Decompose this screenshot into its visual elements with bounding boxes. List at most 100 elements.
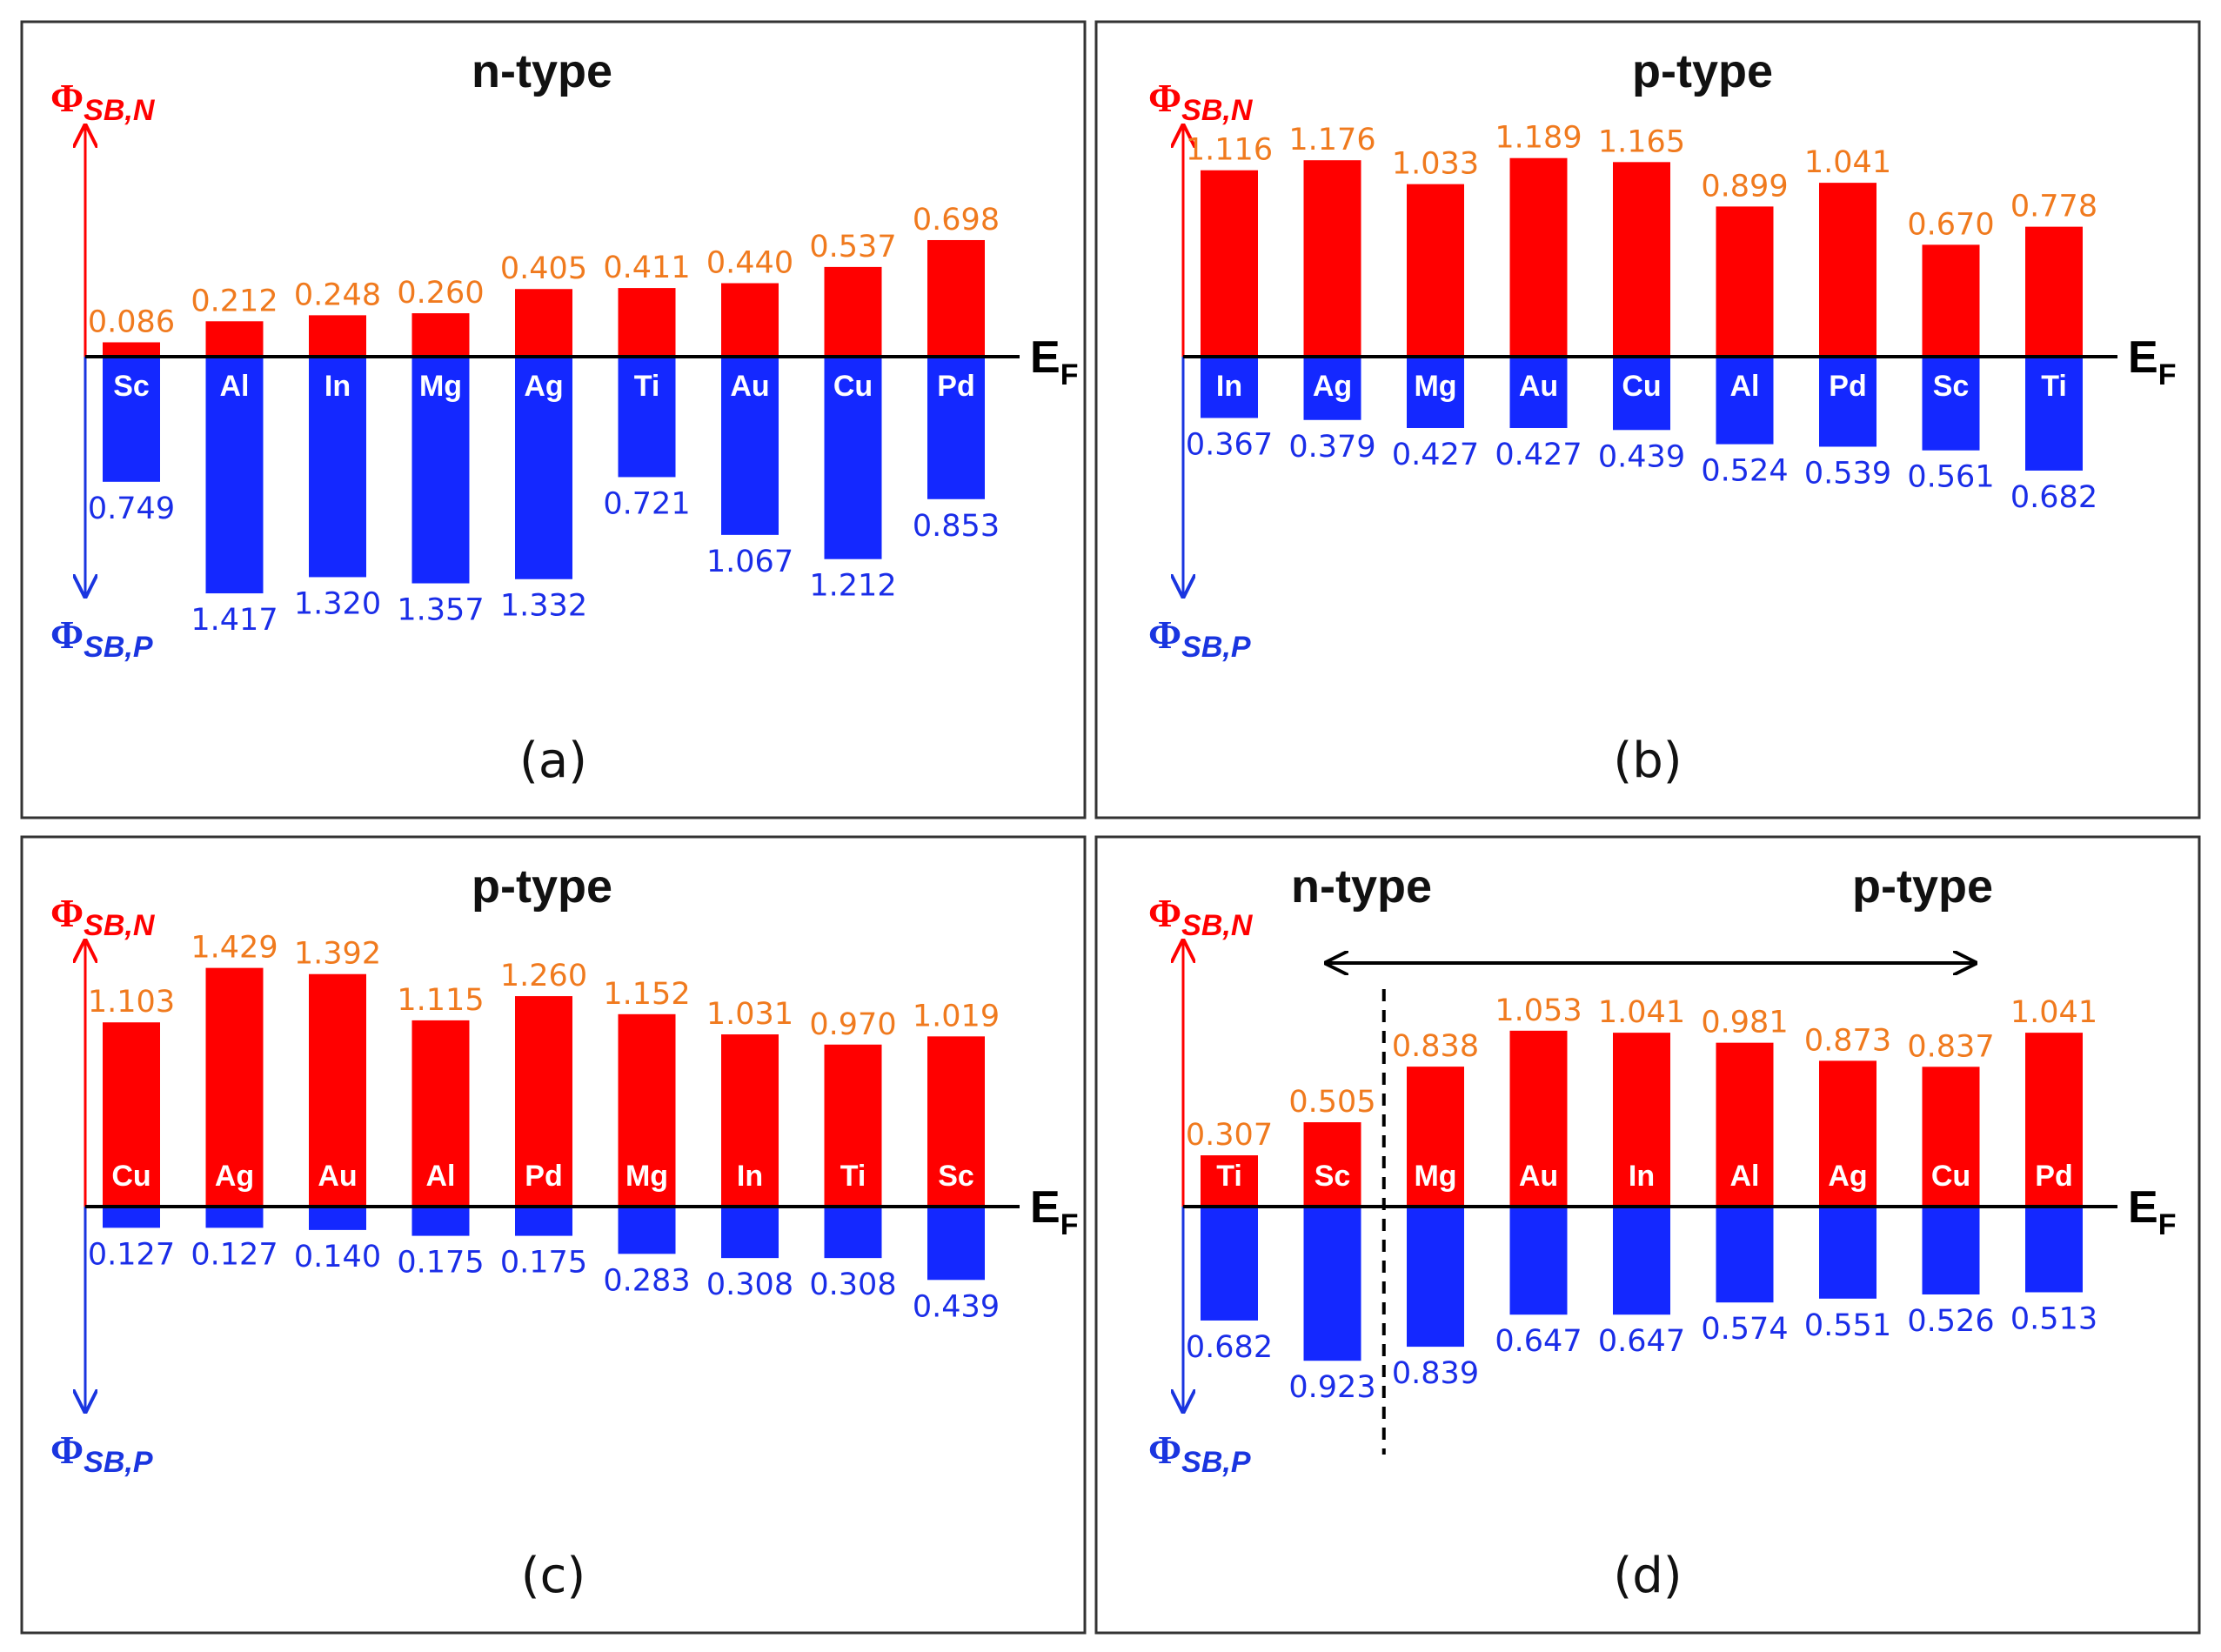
bar-phi-p-cu — [824, 357, 882, 559]
phi-sb-n-label: ΦSB,N — [1148, 891, 1254, 942]
metal-label-ag: Ag — [524, 370, 563, 403]
bar-phi-p-au — [721, 357, 779, 535]
bar-phi-p-ti — [824, 1207, 882, 1259]
bar-phi-n-mg — [411, 313, 470, 357]
bar-phi-p-sc — [927, 1207, 985, 1281]
metal-label-ag: Ag — [1828, 1160, 1867, 1193]
metal-label-ag: Ag — [215, 1160, 254, 1193]
metal-label-pd: Pd — [937, 370, 974, 403]
phi-sb-n-label: ΦSB,N — [50, 891, 156, 942]
phi-p-value-ag: 0.551 — [1804, 1308, 1891, 1343]
bar-phi-n-pd — [515, 996, 572, 1207]
bar-phi-n-pd — [2025, 1033, 2083, 1207]
panel-label: (c) — [521, 1548, 585, 1604]
bar-phi-n-al — [205, 321, 264, 357]
bar-phi-n-mg — [618, 1013, 676, 1207]
phi-n-value-mg: 1.152 — [603, 977, 690, 1012]
phi-sb-p-label: ΦSB,P — [1148, 1428, 1251, 1479]
phi-p-value-ti: 0.682 — [2010, 480, 2097, 515]
metal-label-mg: Mg — [1414, 1160, 1456, 1193]
phi-p-value-in: 1.320 — [294, 586, 381, 621]
bar-phi-p-au — [1509, 1207, 1568, 1315]
phi-n-value-in: 1.041 — [1598, 995, 1685, 1030]
phi-sb-n-label: ΦSB,N — [1148, 76, 1254, 127]
phi-p-value-in: 0.647 — [1598, 1324, 1685, 1359]
phi-p-value-al: 0.175 — [397, 1246, 484, 1281]
phi-n-value-mg: 1.033 — [1392, 147, 1479, 182]
phi-p-value-pd: 0.513 — [2010, 1301, 2097, 1336]
bar-phi-p-mg — [1407, 1207, 1464, 1348]
bar-phi-p-ag — [1303, 357, 1361, 420]
phi-p-value-mg: 1.357 — [397, 593, 484, 628]
phi-n-value-sc: 0.505 — [1288, 1085, 1375, 1120]
phi-p-value-ti: 0.721 — [603, 486, 690, 521]
bar-phi-p-cu — [1613, 357, 1670, 431]
phi-p-value-cu: 1.212 — [809, 569, 896, 604]
fermi-level-label: EF — [2128, 332, 2176, 391]
panel-b: p-type (b) ΦSB,N ΦSB,P In 1.116 0.367 Ag 1.176 0.… — [1094, 20, 2201, 819]
bar-phi-n-in — [1613, 1033, 1670, 1207]
bar-phi-p-mg — [618, 1207, 676, 1254]
bar-phi-n-mg — [1407, 1067, 1464, 1207]
bar-phi-n-cu — [824, 266, 882, 357]
bar-phi-n-cu — [1922, 1067, 1980, 1207]
panel-label: (b) — [1613, 732, 1682, 789]
phi-n-value-pd: 0.698 — [913, 203, 1000, 237]
phi-p-value-au: 1.067 — [706, 545, 793, 579]
phi-n-value-al: 0.899 — [1701, 169, 1788, 204]
phi-n-value-sc: 0.670 — [1907, 207, 1994, 242]
bar-phi-n-ti — [618, 288, 676, 357]
phi-n-value-mg: 0.838 — [1392, 1029, 1479, 1064]
phi-p-value-mg: 0.427 — [1392, 438, 1479, 472]
panel-a: n-type (a) ΦSB,N ΦSB,P Sc 0.086 0.749 Al 0.212 1.… — [20, 20, 1087, 819]
metal-label-in: In — [1629, 1160, 1655, 1193]
phi-sb-p-label: ΦSB,P — [50, 612, 153, 664]
bar-phi-n-pd — [927, 239, 985, 357]
phi-p-value-al: 1.417 — [191, 603, 278, 638]
metal-label-sc: Sc — [1315, 1160, 1351, 1193]
phi-n-value-ti: 0.307 — [1186, 1118, 1273, 1153]
metal-label-au: Au — [1519, 1160, 1558, 1193]
metal-label-in: In — [1216, 370, 1242, 403]
bar-phi-n-in — [1201, 170, 1258, 357]
bar-phi-p-al — [205, 357, 264, 594]
phi-n-value-ag: 0.873 — [1804, 1023, 1891, 1058]
phi-sb-n-label: ΦSB,N — [50, 76, 156, 127]
bar-phi-p-pd — [927, 357, 985, 499]
metal-label-cu: Cu — [1622, 370, 1661, 403]
phi-n-value-pd: 1.260 — [500, 959, 587, 993]
panel-title-n-type: n-type — [1291, 860, 1432, 913]
phi-p-value-al: 0.574 — [1701, 1312, 1788, 1347]
metal-label-mg: Mg — [419, 370, 462, 403]
bar-phi-n-ag — [515, 289, 572, 357]
bar-phi-n-au — [721, 283, 779, 357]
phi-n-value-ti: 0.970 — [809, 1007, 896, 1042]
phi-p-value-sc: 0.561 — [1907, 460, 1994, 495]
phi-n-value-al: 0.981 — [1701, 1006, 1788, 1040]
bar-phi-n-ti — [824, 1044, 882, 1207]
phi-p-value-ag: 1.332 — [500, 589, 587, 624]
bar-phi-n-sc — [1922, 244, 1980, 357]
phi-n-value-cu: 0.837 — [1907, 1029, 1994, 1064]
bar-phi-p-au — [1509, 357, 1568, 428]
bar-phi-p-in — [1613, 1207, 1670, 1315]
phi-p-value-cu: 0.439 — [1598, 439, 1685, 474]
metal-label-ti: Ti — [840, 1160, 866, 1193]
phi-n-value-ti: 0.411 — [603, 251, 690, 285]
metal-label-pd: Pd — [525, 1160, 562, 1193]
bar-phi-n-sc — [1303, 1122, 1361, 1207]
bar-phi-p-in — [721, 1207, 779, 1259]
metal-label-al: Al — [1730, 1160, 1760, 1193]
phi-p-value-cu: 0.526 — [1907, 1304, 1994, 1339]
phi-p-value-ag: 0.379 — [1288, 430, 1375, 465]
metal-label-cu: Cu — [1931, 1160, 1970, 1193]
metal-label-sc: Sc — [113, 370, 150, 403]
bar-phi-p-pd — [515, 1207, 572, 1236]
panel-title: p-type — [472, 860, 612, 913]
bar-phi-p-al — [1716, 1207, 1774, 1303]
phi-n-value-sc: 0.086 — [88, 304, 175, 339]
bar-phi-n-al — [1716, 1042, 1774, 1207]
metal-label-in: In — [324, 370, 351, 403]
bar-phi-p-pd — [1819, 357, 1876, 447]
